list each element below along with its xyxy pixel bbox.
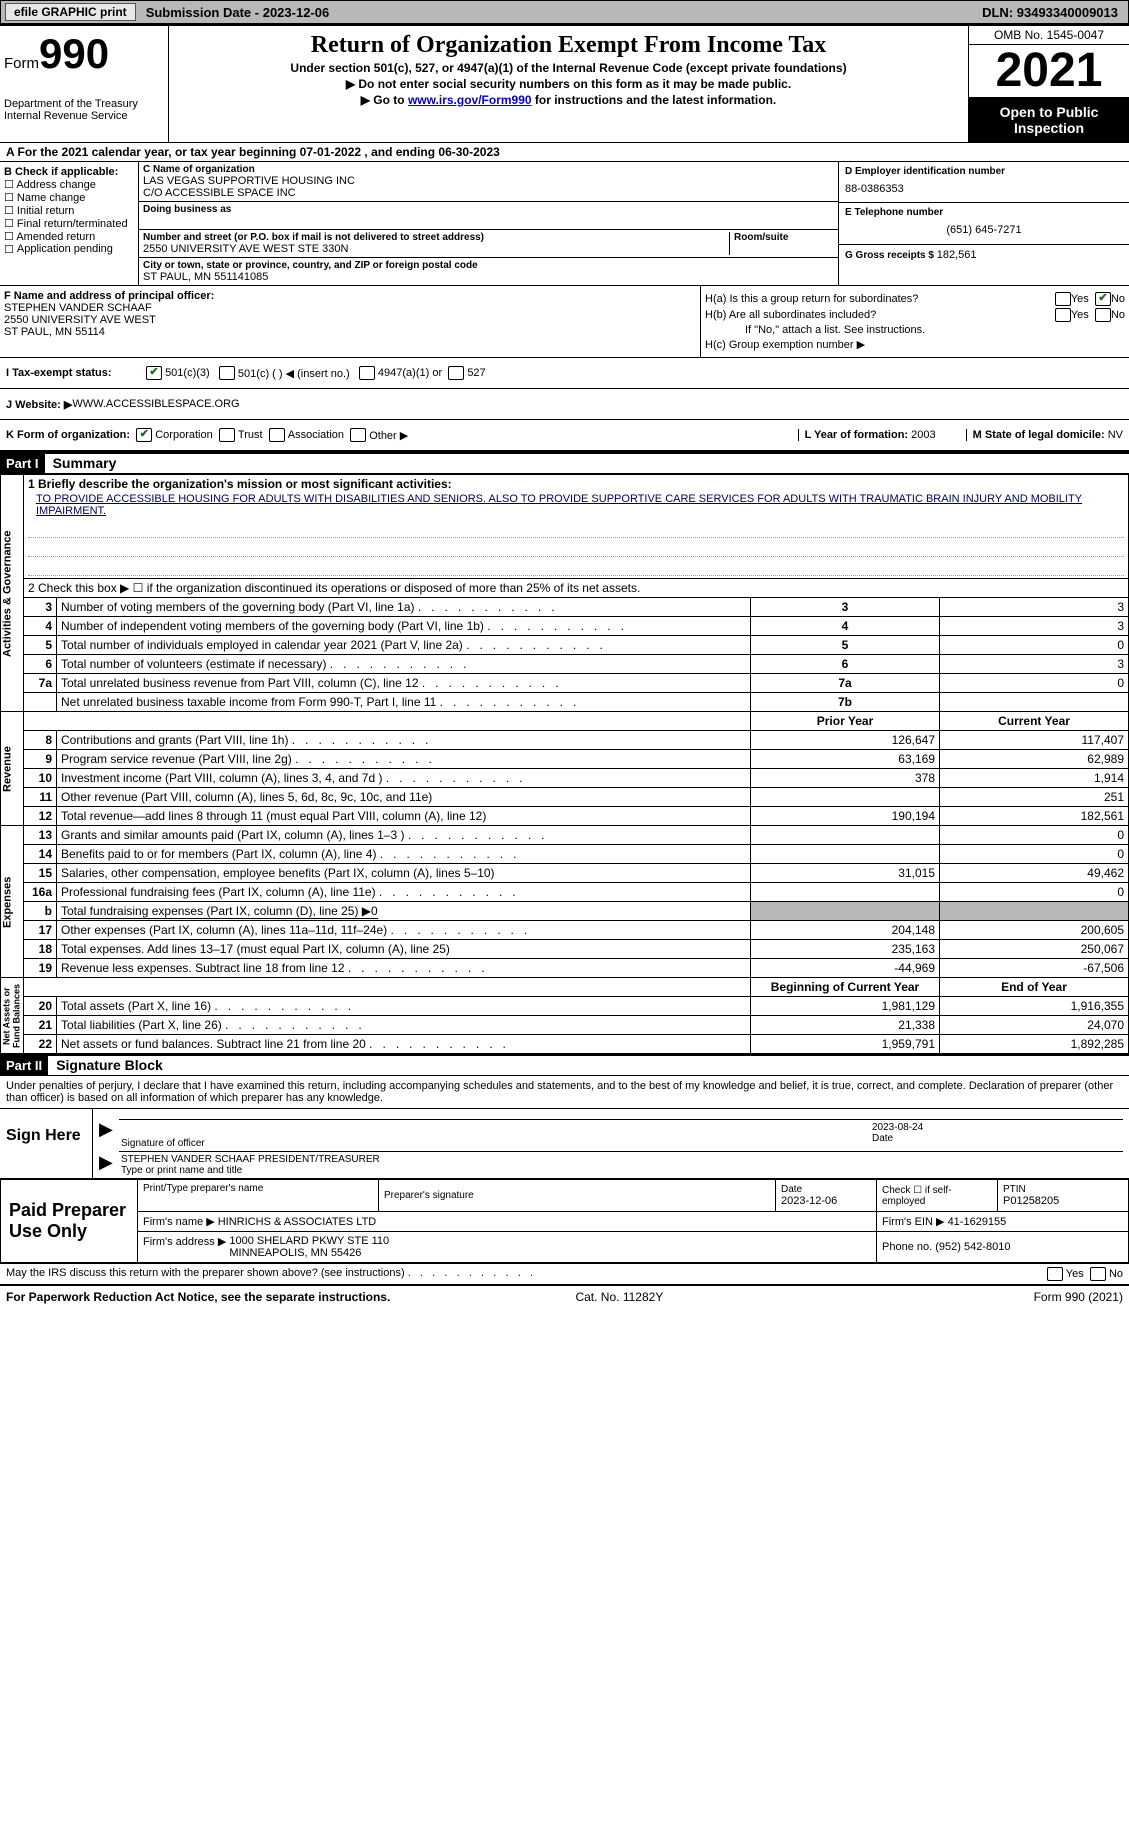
line-14: 14Benefits paid to or for members (Part … xyxy=(1,845,1129,864)
row-k-form-of-org: K Form of organization: Corporation Trus… xyxy=(0,419,1129,452)
discuss-row: May the IRS discuss this return with the… xyxy=(0,1263,1129,1284)
submission-date: Submission Date - 2023-12-06 xyxy=(146,5,330,20)
department-label: Department of the Treasury Internal Reve… xyxy=(4,98,164,122)
line-18: 18Total expenses. Add lines 13–17 (must … xyxy=(1,940,1129,959)
line-4: 4Number of independent voting members of… xyxy=(1,617,1129,636)
line-12: 12Total revenue—add lines 8 through 11 (… xyxy=(1,807,1129,826)
line-13: Expenses 13Grants and similar amounts pa… xyxy=(1,826,1129,845)
part-1-header: Part I Summary xyxy=(0,452,1129,474)
line-16b: bTotal fundraising expenses (Part IX, co… xyxy=(1,902,1129,921)
sidebar-net-assets: Net Assets or Fund Balances xyxy=(1,978,24,1054)
line-21: 21Total liabilities (Part X, line 26)21,… xyxy=(1,1016,1129,1035)
line-7a: 7aTotal unrelated business revenue from … xyxy=(1,674,1129,693)
irs-link[interactable]: www.irs.gov/Form990 xyxy=(408,93,532,107)
line-3: 3Number of voting members of the governi… xyxy=(1,598,1129,617)
line-11: 11Other revenue (Part VIII, column (A), … xyxy=(1,788,1129,807)
org-name-box: C Name of organization LAS VEGAS SUPPORT… xyxy=(139,162,838,202)
form-subtitle-2: ▶ Do not enter social security numbers o… xyxy=(173,77,964,91)
line-15: 15Salaries, other compensation, employee… xyxy=(1,864,1129,883)
row-j-website: J Website: ▶ WWW.ACCESSIBLESPACE.ORG xyxy=(0,388,1129,419)
line-20: 20Total assets (Part X, line 16)1,981,12… xyxy=(1,997,1129,1016)
paid-preparer-block: Paid Preparer Use Only Print/Type prepar… xyxy=(0,1179,1129,1263)
city-box: City or town, state or province, country… xyxy=(139,258,838,285)
row-a-tax-year: A For the 2021 calendar year, or tax yea… xyxy=(0,142,1129,161)
gross-receipts-box: G Gross receipts $ 182,561 xyxy=(839,245,1129,285)
dln: DLN: 93493340009013 xyxy=(982,5,1118,20)
org-info-block: B Check if applicable: ☐ Address change … xyxy=(0,161,1129,285)
form-subtitle-3: ▶ Go to www.irs.gov/Form990 for instruct… xyxy=(173,93,964,107)
part-2-header: Part II Signature Block xyxy=(0,1054,1129,1076)
page-footer: For Paperwork Reduction Act Notice, see … xyxy=(0,1284,1129,1308)
top-toolbar: efile GRAPHIC print Submission Date - 20… xyxy=(0,0,1129,24)
omb-number: OMB No. 1545-0047 xyxy=(969,26,1129,45)
line-19: 19Revenue less expenses. Subtract line 1… xyxy=(1,959,1129,978)
line-6: 6Total number of volunteers (estimate if… xyxy=(1,655,1129,674)
line-7b: Net unrelated business taxable income fr… xyxy=(1,693,1129,712)
sidebar-revenue: Revenue xyxy=(1,712,24,826)
sidebar-activities: Activities & Governance xyxy=(1,475,24,712)
penalty-statement: Under penalties of perjury, I declare th… xyxy=(0,1076,1129,1109)
dba-box: Doing business as xyxy=(139,202,838,230)
line-22: 22Net assets or fund balances. Subtract … xyxy=(1,1035,1129,1054)
sign-here-block: Sign Here ▶ Signature of officer 2023-08… xyxy=(0,1109,1129,1179)
line-9: 9Program service revenue (Part VIII, lin… xyxy=(1,750,1129,769)
tax-year: 2021 xyxy=(969,45,1129,98)
line-10: 10Investment income (Part VIII, column (… xyxy=(1,769,1129,788)
chk-501c3[interactable] xyxy=(146,366,162,380)
section-b-checkboxes: B Check if applicable: ☐ Address change … xyxy=(0,162,139,285)
form-subtitle-1: Under section 501(c), 527, or 4947(a)(1)… xyxy=(173,61,964,75)
open-to-public: Open to Public Inspection xyxy=(969,98,1129,142)
section-f-h: F Name and address of principal officer:… xyxy=(0,285,1129,357)
form-number: Form990 xyxy=(4,30,164,78)
ein-box: D Employer identification number 88-0386… xyxy=(839,162,1129,203)
line-17: 17Other expenses (Part IX, column (A), l… xyxy=(1,921,1129,940)
row-i-tax-status: I Tax-exempt status: 501(c)(3) 501(c) ( … xyxy=(0,357,1129,388)
line-5: 5Total number of individuals employed in… xyxy=(1,636,1129,655)
form-title: Return of Organization Exempt From Incom… xyxy=(173,32,964,59)
street-box: Number and street (or P.O. box if mail i… xyxy=(139,230,838,258)
phone-box: E Telephone number (651) 645-7271 xyxy=(839,203,1129,244)
efile-print-button[interactable]: efile GRAPHIC print xyxy=(5,3,136,21)
line-16a: 16aProfessional fundraising fees (Part I… xyxy=(1,883,1129,902)
section-h: H(a) Is this a group return for subordin… xyxy=(701,286,1129,357)
form-header: Form990 Department of the Treasury Inter… xyxy=(0,24,1129,142)
principal-officer: F Name and address of principal officer:… xyxy=(0,286,701,357)
part-1-table: Activities & Governance 1 Briefly descri… xyxy=(0,474,1129,1054)
line-8: 8Contributions and grants (Part VIII, li… xyxy=(1,731,1129,750)
sidebar-expenses: Expenses xyxy=(1,826,24,978)
